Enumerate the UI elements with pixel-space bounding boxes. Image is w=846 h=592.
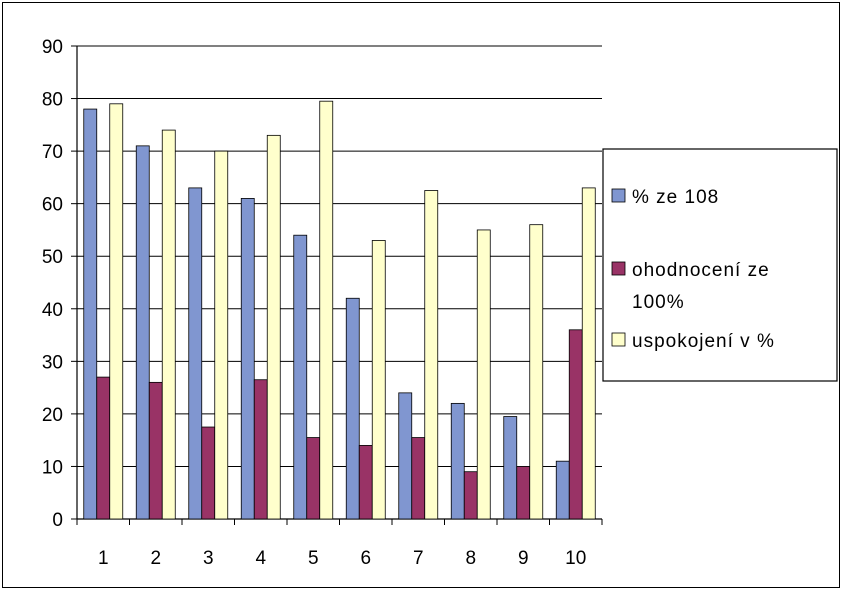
x-tick-label: 10 xyxy=(565,548,586,569)
bar-series-1-cat-1 xyxy=(83,108,98,520)
y-tick-label: 40 xyxy=(42,300,63,321)
bar-series-2-cat-6 xyxy=(358,445,373,520)
bar-series-2-cat-1 xyxy=(96,376,111,520)
bar-series-2-cat-10 xyxy=(568,329,583,520)
y-tick-label: 70 xyxy=(42,142,63,163)
x-tick-label: 2 xyxy=(150,548,161,569)
y-tick-label: 20 xyxy=(42,405,63,426)
bar-series-3-cat-4 xyxy=(266,134,281,520)
x-tick-label: 4 xyxy=(255,548,266,569)
bar-series-3-cat-1 xyxy=(109,103,124,520)
y-tick-label: 80 xyxy=(42,90,63,111)
x-tick-label: 3 xyxy=(203,548,214,569)
x-tick-label: 8 xyxy=(465,548,476,569)
bar-series-1-cat-5 xyxy=(293,234,308,520)
y-tick-label: 60 xyxy=(42,195,63,216)
legend-swatch-2 xyxy=(611,261,626,276)
bar-series-3-cat-7 xyxy=(424,190,439,520)
bar-series-3-cat-2 xyxy=(161,129,176,520)
legend-label: uspokojení v % xyxy=(632,331,775,352)
legend-label: 100% xyxy=(632,292,685,313)
legend-label: ohodnocení ze xyxy=(632,260,770,281)
x-tick-label: 6 xyxy=(360,548,371,569)
y-tick-label: 50 xyxy=(42,247,63,268)
x-tick-label: 1 xyxy=(98,548,109,569)
bar-series-2-cat-2 xyxy=(148,381,163,520)
bar-series-3-cat-5 xyxy=(319,100,334,520)
bar-series-2-cat-7 xyxy=(411,437,426,520)
bar-series-3-cat-8 xyxy=(476,229,491,520)
legend-label: % ze 108 xyxy=(632,187,719,208)
bar-series-1-cat-10 xyxy=(555,460,570,520)
legend: % ze 108 ohodnocení ze 100% uspokojení v % xyxy=(602,148,838,382)
y-tick-label: 30 xyxy=(42,352,63,373)
bar-series-1-cat-6 xyxy=(345,297,360,520)
bar-series-3-cat-6 xyxy=(371,240,386,520)
x-tick-label: 5 xyxy=(308,548,319,569)
bar-series-2-cat-9 xyxy=(516,466,531,520)
x-tick-label: 7 xyxy=(413,548,424,569)
y-tick-label: 90 xyxy=(42,37,63,58)
bar-series-3-cat-10 xyxy=(581,187,596,520)
x-tick-label: 9 xyxy=(518,548,529,569)
bar-series-2-cat-5 xyxy=(306,437,321,520)
bar-series-1-cat-9 xyxy=(503,416,518,520)
legend-swatch-1 xyxy=(611,188,626,203)
bar-series-3-cat-3 xyxy=(214,150,229,520)
bar-series-2-cat-4 xyxy=(253,379,268,520)
bar-series-2-cat-8 xyxy=(463,471,478,520)
y-tick-label: 10 xyxy=(42,457,63,478)
y-tick-label: 0 xyxy=(52,510,63,531)
bars xyxy=(83,100,596,520)
legend-swatch-3 xyxy=(611,332,626,347)
bar-series-1-cat-4 xyxy=(240,198,255,520)
bar-series-1-cat-7 xyxy=(398,392,413,520)
bar-series-1-cat-8 xyxy=(450,402,465,520)
legend-box xyxy=(602,148,838,382)
bar-series-2-cat-3 xyxy=(201,426,216,520)
bar-series-3-cat-9 xyxy=(529,224,544,520)
axes: 0 10 20 30 40 50 60 70 80 90 1 2 3 4 5 6 7 8 9 10 xyxy=(42,37,603,569)
bar-series-1-cat-3 xyxy=(188,187,203,520)
bar-series-1-cat-2 xyxy=(135,145,150,520)
